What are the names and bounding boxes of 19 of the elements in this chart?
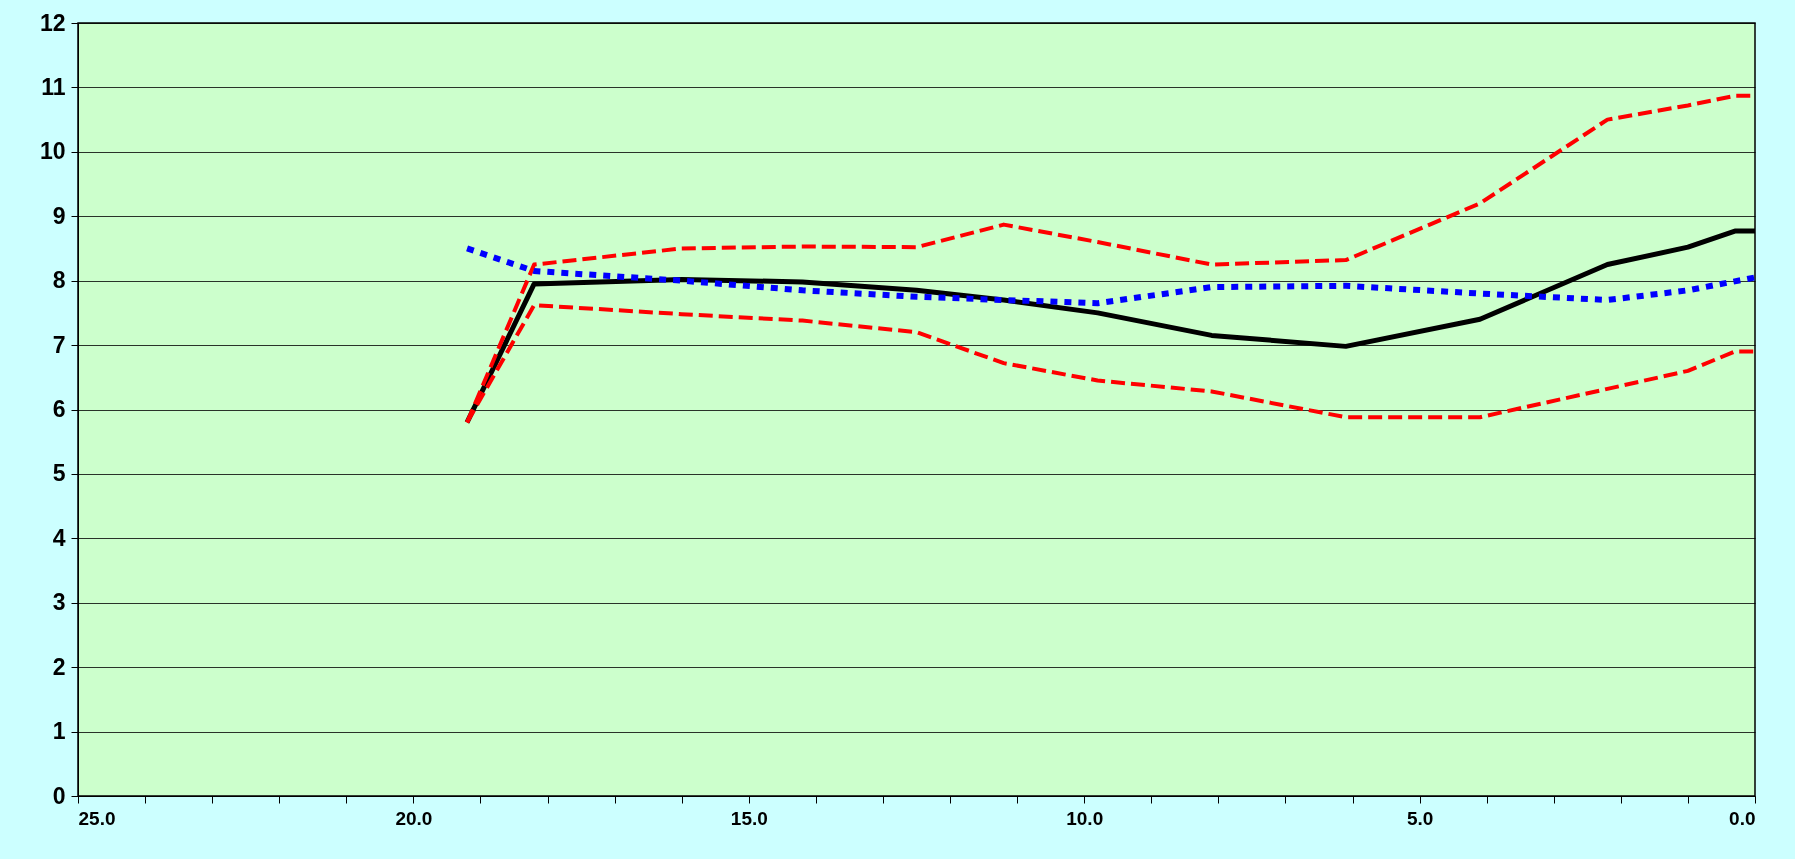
x-tick-label: 0.0 <box>1729 807 1756 829</box>
y-tick-label: 0 <box>52 782 66 809</box>
y-tick-label: 11 <box>41 73 66 100</box>
y-tick-label: 5 <box>52 460 66 487</box>
y-tick-label: 3 <box>52 589 66 616</box>
y-tick-label: 2 <box>52 653 66 680</box>
x-tick-label: 25.0 <box>78 807 116 829</box>
y-tick-label: 9 <box>52 202 66 229</box>
y-tick-label: 10 <box>39 138 66 165</box>
y-tick-label: 1 <box>52 718 66 745</box>
y-tick-label: 12 <box>39 9 66 36</box>
y-tick-label: 4 <box>52 524 66 551</box>
x-tick-label: 5.0 <box>1406 807 1434 829</box>
y-tick-label: 8 <box>52 267 66 294</box>
x-tick-label: 10.0 <box>1066 807 1104 829</box>
y-tick-label: 6 <box>52 396 66 422</box>
x-tick-label: 20.0 <box>395 807 433 829</box>
x-tick-label: 15.0 <box>730 807 768 829</box>
y-tick-label: 7 <box>52 331 66 358</box>
